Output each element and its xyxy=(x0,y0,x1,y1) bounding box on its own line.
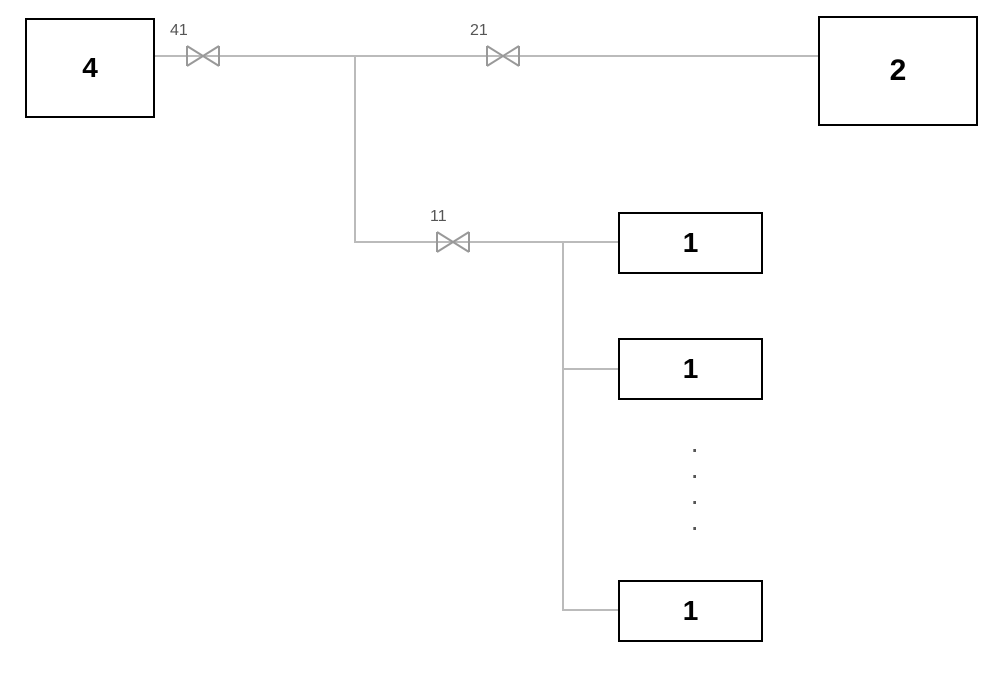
node-2: 2 xyxy=(818,16,978,126)
valve-11 xyxy=(435,230,471,259)
valve-21-label: 21 xyxy=(470,22,488,40)
line-branch-2 xyxy=(562,368,618,370)
valve-icon xyxy=(485,44,521,68)
valve-icon xyxy=(435,230,471,254)
ellipsis-dots: · · · · xyxy=(690,445,699,531)
valve-icon xyxy=(185,44,221,68)
line-left-vertical xyxy=(354,55,356,243)
line-mid-horizontal xyxy=(354,241,618,243)
node-1a-label: 1 xyxy=(683,227,699,259)
line-branch-3 xyxy=(562,609,618,611)
node-1c: 1 xyxy=(618,580,763,642)
valve-41 xyxy=(185,44,221,73)
node-1a: 1 xyxy=(618,212,763,274)
valve-11-label: 11 xyxy=(430,208,447,226)
node-1b: 1 xyxy=(618,338,763,400)
node-4-label: 4 xyxy=(82,52,98,84)
valve-41-label: 41 xyxy=(170,22,188,40)
line-right-vertical xyxy=(562,241,564,611)
node-4: 4 xyxy=(25,18,155,118)
node-1b-label: 1 xyxy=(683,353,699,385)
valve-21 xyxy=(485,44,521,73)
node-1c-label: 1 xyxy=(683,595,699,627)
node-2-label: 2 xyxy=(890,54,907,88)
